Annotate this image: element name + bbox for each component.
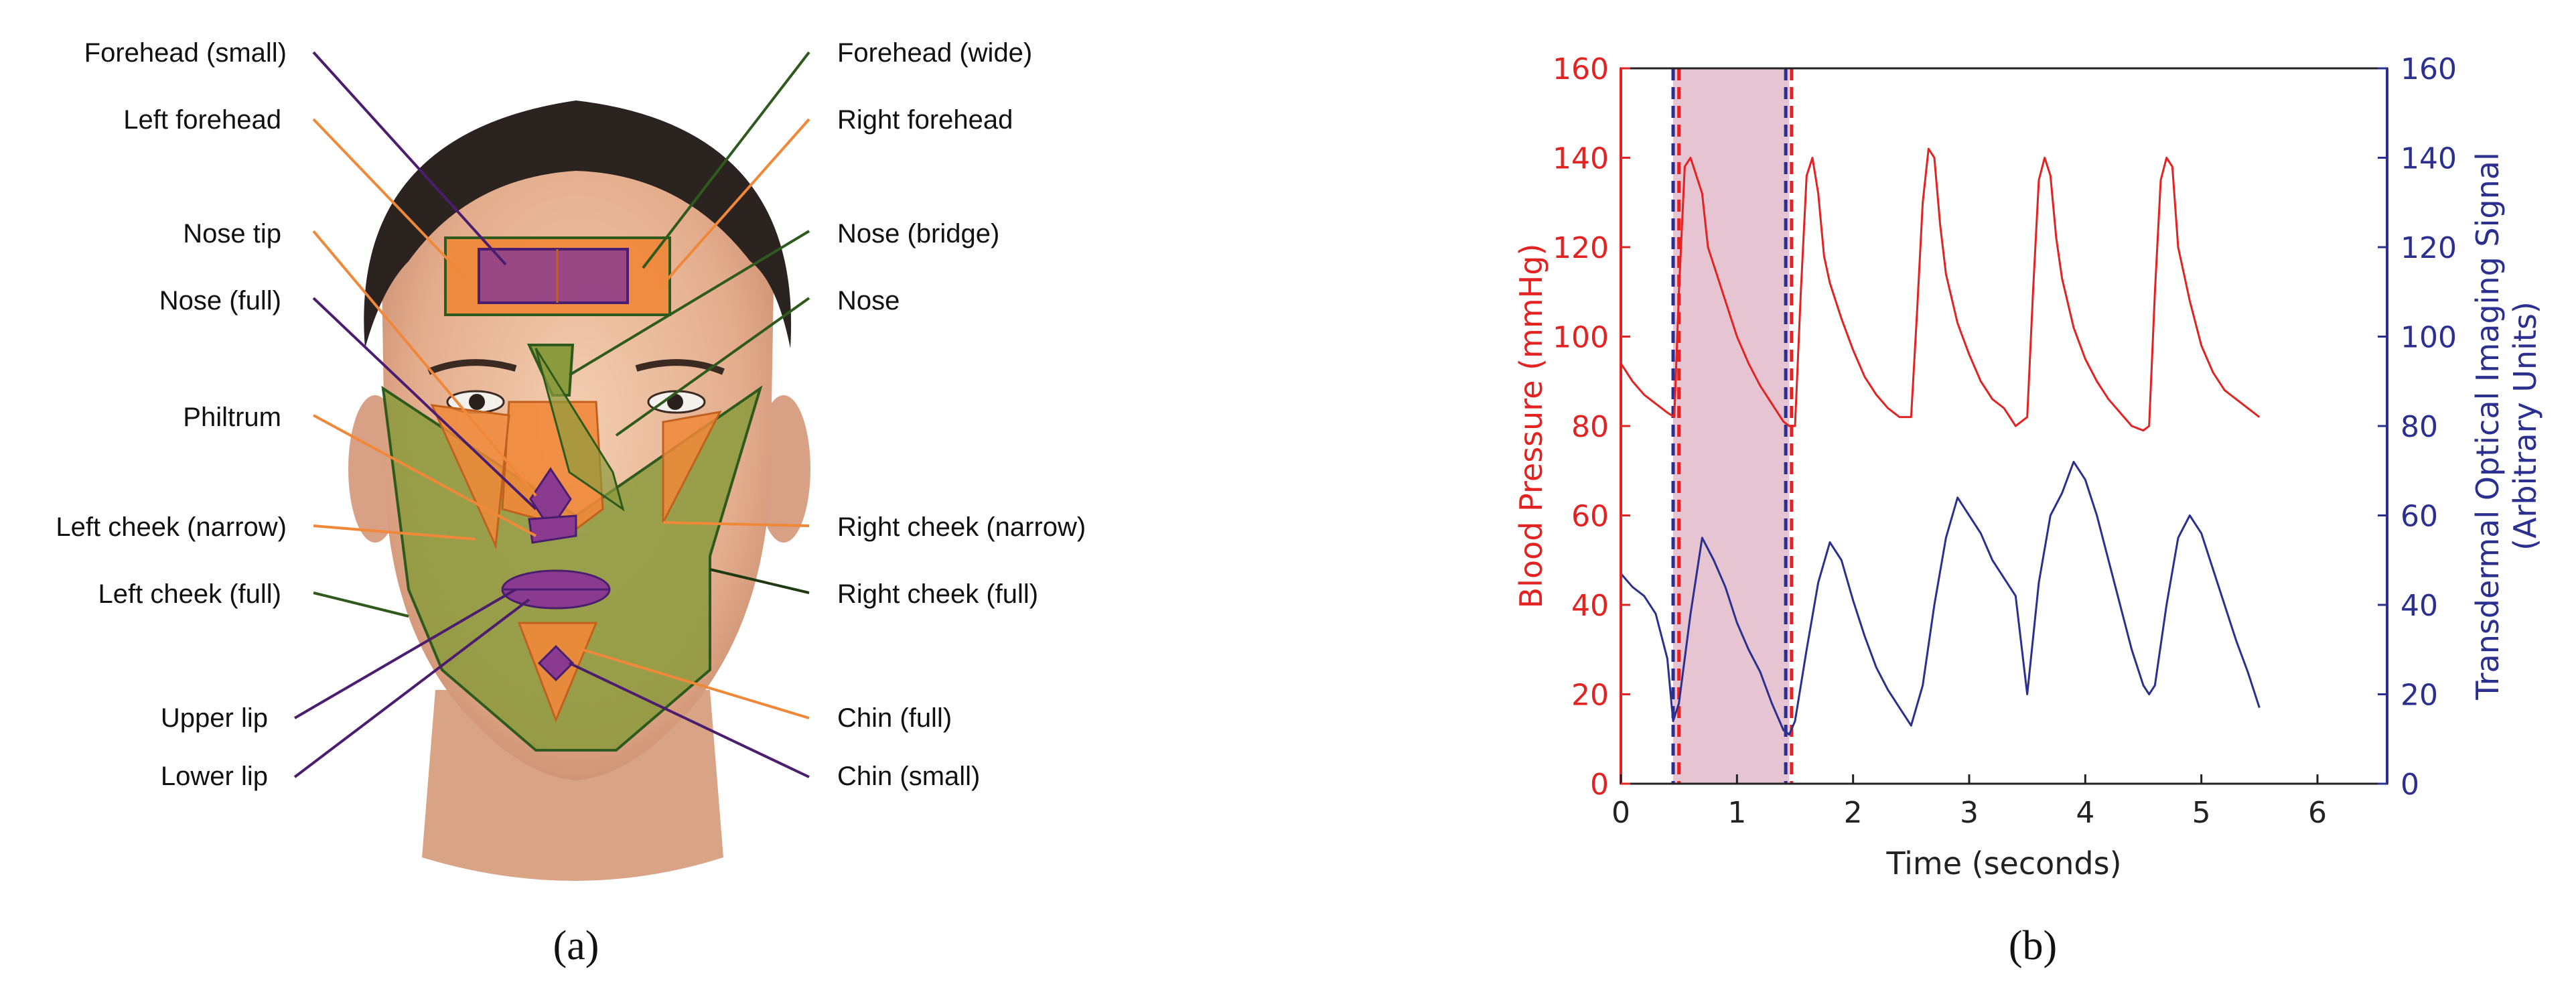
- label-left-cheek-full: Left cheek (full): [98, 579, 281, 609]
- y-right-tick-label: 40: [2401, 589, 2438, 623]
- y-axis-right-title-line2: (Arbitrary Units): [2507, 301, 2543, 551]
- label-chin-small: Chin (small): [837, 762, 980, 791]
- leader-chin-small: [569, 662, 810, 778]
- label-right-cheek-full: Right cheek (full): [837, 579, 1038, 609]
- y-right-tick-label: 20: [2401, 679, 2438, 713]
- label-forehead-small: Forehead (small): [84, 38, 287, 68]
- leader-left-cheek-narrow: [313, 524, 476, 541]
- y-right-tick-label: 0: [2401, 768, 2419, 802]
- leader-nose-full: [312, 297, 537, 510]
- leader-right-forehead: [658, 118, 810, 289]
- series-layer: [1621, 147, 2261, 736]
- label-left-forehead: Left forehead: [123, 105, 281, 135]
- y-left-tick-label: 120: [1553, 231, 1609, 265]
- y-right-tick-label: 60: [2401, 500, 2438, 534]
- caption-a: (a): [553, 923, 599, 969]
- blood-pressure-line: [1621, 147, 2261, 432]
- y-right-tick-label: 140: [2401, 142, 2457, 176]
- right-labels: Forehead (wide) Right forehead Nose (bri…: [837, 38, 1086, 791]
- leader-nose-tip: [312, 230, 537, 497]
- leader-upper-lip: [293, 588, 517, 719]
- leader-nose-bridge: [568, 230, 810, 376]
- roi-nose-triangle: [534, 348, 625, 512]
- leader-left-cheek-full: [313, 591, 409, 618]
- toi-signal-line: [1621, 460, 2261, 736]
- label-upper-lip: Upper lip: [161, 703, 268, 733]
- left-eyebrow: [427, 359, 517, 375]
- label-left-cheek-narrow: Left cheek (narrow): [56, 512, 287, 542]
- y-left-tick-label: 100: [1553, 321, 1609, 355]
- y-axis-right-title-line1: Transdermal Optical Imaging Signal: [2470, 152, 2506, 701]
- x-tick-label: 1: [1727, 796, 1746, 830]
- label-forehead-wide: Forehead (wide): [837, 38, 1032, 68]
- y-left-tick-label: 140: [1553, 142, 1609, 176]
- leader-nose: [615, 297, 810, 437]
- leader-left-forehead: [312, 118, 470, 283]
- x-tick-label: 5: [2192, 796, 2211, 830]
- y-right-tick-label: 120: [2401, 231, 2457, 265]
- y-axis-right-title: Transdermal Optical Imaging Signal (Arbi…: [2470, 152, 2543, 701]
- x-tick-label: 0: [1612, 796, 1630, 830]
- label-lower-lip: Lower lip: [161, 762, 268, 791]
- y-left-tick-label: 40: [1571, 589, 1609, 623]
- roi-forehead-small: [478, 248, 629, 304]
- leader-forehead-wide: [642, 51, 810, 269]
- leader-chin-full: [582, 648, 810, 719]
- y-left-tick-label: 0: [1590, 768, 1609, 802]
- y-right-tick-label: 100: [2401, 321, 2457, 355]
- leader-right-cheek-full: [709, 568, 810, 594]
- label-right-forehead: Right forehead: [837, 105, 1013, 135]
- y-left-tick-label: 20: [1571, 679, 1609, 713]
- y-axis-left-title: Blood Pressure (mmHg): [1513, 244, 1549, 609]
- leader-forehead-small: [312, 51, 507, 266]
- right-eyebrow: [635, 359, 725, 375]
- label-right-cheek-narrow: Right cheek (narrow): [837, 512, 1086, 542]
- roi-right-cheek-narrow: [662, 410, 722, 523]
- shaded-region: [1673, 68, 1790, 784]
- hair: [364, 100, 792, 348]
- label-nose: Nose: [837, 286, 900, 315]
- leader-philtrum: [313, 414, 536, 537]
- label-nose-bridge: Nose (bridge): [837, 219, 999, 249]
- leader-right-cheek-narrow: [662, 521, 810, 527]
- panel-a-face-diagram: Forehead (small) Left forehead Nose tip …: [56, 38, 1086, 969]
- left-labels: Forehead (small) Left forehead Nose tip …: [56, 38, 287, 791]
- y-left-tick-label: 160: [1553, 52, 1609, 86]
- x-tick-label: 2: [1844, 796, 1863, 830]
- y-right-tick-label: 160: [2401, 52, 2457, 86]
- x-axis-title: Time (seconds): [1885, 845, 2121, 882]
- caption-b: (b): [2009, 923, 2057, 969]
- label-nose-tip: Nose tip: [183, 219, 281, 249]
- label-chin-full: Chin (full): [837, 703, 952, 733]
- label-nose-full: Nose (full): [159, 286, 281, 315]
- left-pupil: [469, 394, 485, 410]
- y-right-tick-label: 80: [2401, 410, 2438, 444]
- x-tick-label: 3: [1960, 796, 1979, 830]
- x-tick-label: 6: [2308, 796, 2327, 830]
- y-left-tick-label: 80: [1571, 410, 1609, 444]
- y-left-tick-label: 60: [1571, 500, 1609, 534]
- x-tick-label: 4: [2076, 796, 2094, 830]
- roi-chin-small: [537, 644, 575, 682]
- leader-lower-lip: [293, 598, 530, 778]
- label-philtrum: Philtrum: [183, 403, 281, 432]
